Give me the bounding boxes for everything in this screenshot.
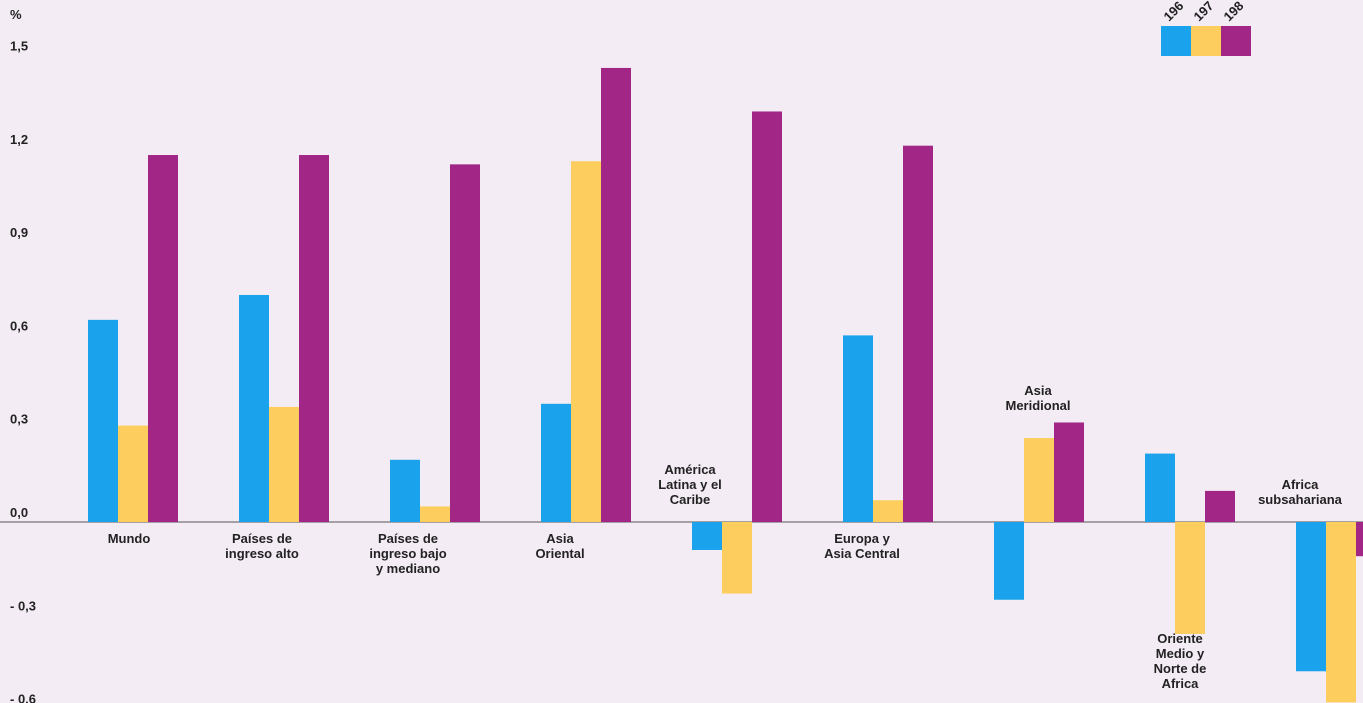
- bar-198-7: [1205, 490, 1235, 522]
- bar-197-3: [571, 161, 601, 523]
- y-tick-label: 0,0: [10, 505, 28, 520]
- bar-196-8: [1296, 522, 1326, 672]
- y-tick-label: 1,2: [10, 132, 28, 147]
- category-label: Países de ingreso alto: [225, 531, 299, 561]
- legend-label: 198: [1221, 0, 1247, 24]
- bar-196-2: [390, 459, 420, 522]
- legend-label: 196: [1161, 0, 1187, 24]
- bar-198-0: [148, 155, 178, 522]
- bar-197-0: [118, 425, 148, 522]
- bar-198-1: [299, 155, 329, 522]
- y-tick-label: - 0,6: [10, 692, 36, 703]
- legend: 196 197 198: [1161, 0, 1251, 56]
- category-label: Países de ingreso bajo y mediano: [369, 531, 446, 576]
- bar-196-6: [994, 522, 1024, 600]
- bar-198-4: [752, 111, 782, 522]
- legend-swatch-198: [1221, 26, 1251, 56]
- bar-198-6: [1054, 422, 1084, 522]
- bar-196-4: [692, 522, 722, 550]
- bar-198-2: [450, 164, 480, 522]
- category-label: Europa y Asia Central: [824, 531, 900, 561]
- y-tick-label: 0,9: [10, 225, 28, 240]
- y-tick-label: 0,3: [10, 412, 28, 427]
- bar-197-1: [269, 406, 299, 522]
- y-tick-label: - 0,3: [10, 598, 36, 613]
- bar-197-7: [1175, 522, 1205, 634]
- y-tick-label: 1,5: [10, 39, 28, 54]
- y-axis-ticks: 1,5 1,2 0,9 0,6 0,3 0,0 - 0,3 - 0,6: [10, 39, 36, 703]
- bar-196-1: [239, 294, 269, 522]
- bar-197-6: [1024, 438, 1054, 522]
- bar-196-7: [1145, 453, 1175, 522]
- category-label: Asia Oriental: [535, 531, 584, 561]
- bar-196-0: [88, 319, 118, 522]
- bar-198-5: [903, 145, 933, 522]
- bars: [88, 67, 1363, 703]
- category-label: América Latina y el Caribe: [658, 462, 722, 507]
- category-label: Africa subsahariana: [1258, 477, 1343, 507]
- y-axis-unit-label: %: [10, 7, 22, 22]
- bar-198-3: [601, 67, 631, 522]
- bar-197-8: [1326, 522, 1356, 703]
- y-tick-label: 0,6: [10, 318, 28, 333]
- legend-swatch-196: [1161, 26, 1191, 56]
- legend-label: 197: [1191, 0, 1217, 24]
- bar-197-4: [722, 522, 752, 594]
- category-labels: Mundo Países de ingreso alto Países de ingre…: [108, 383, 1343, 691]
- legend-swatch-197: [1191, 26, 1221, 56]
- category-label: Asia Meridional: [1005, 383, 1070, 413]
- bar-196-5: [843, 335, 873, 522]
- bar-198-8: [1356, 522, 1363, 557]
- category-label: Mundo: [108, 531, 151, 546]
- category-label: Oriente Medio y Norte de Africa: [1154, 631, 1207, 691]
- bar-196-3: [541, 403, 571, 522]
- bar-197-5: [873, 500, 903, 522]
- bar-197-2: [420, 506, 450, 522]
